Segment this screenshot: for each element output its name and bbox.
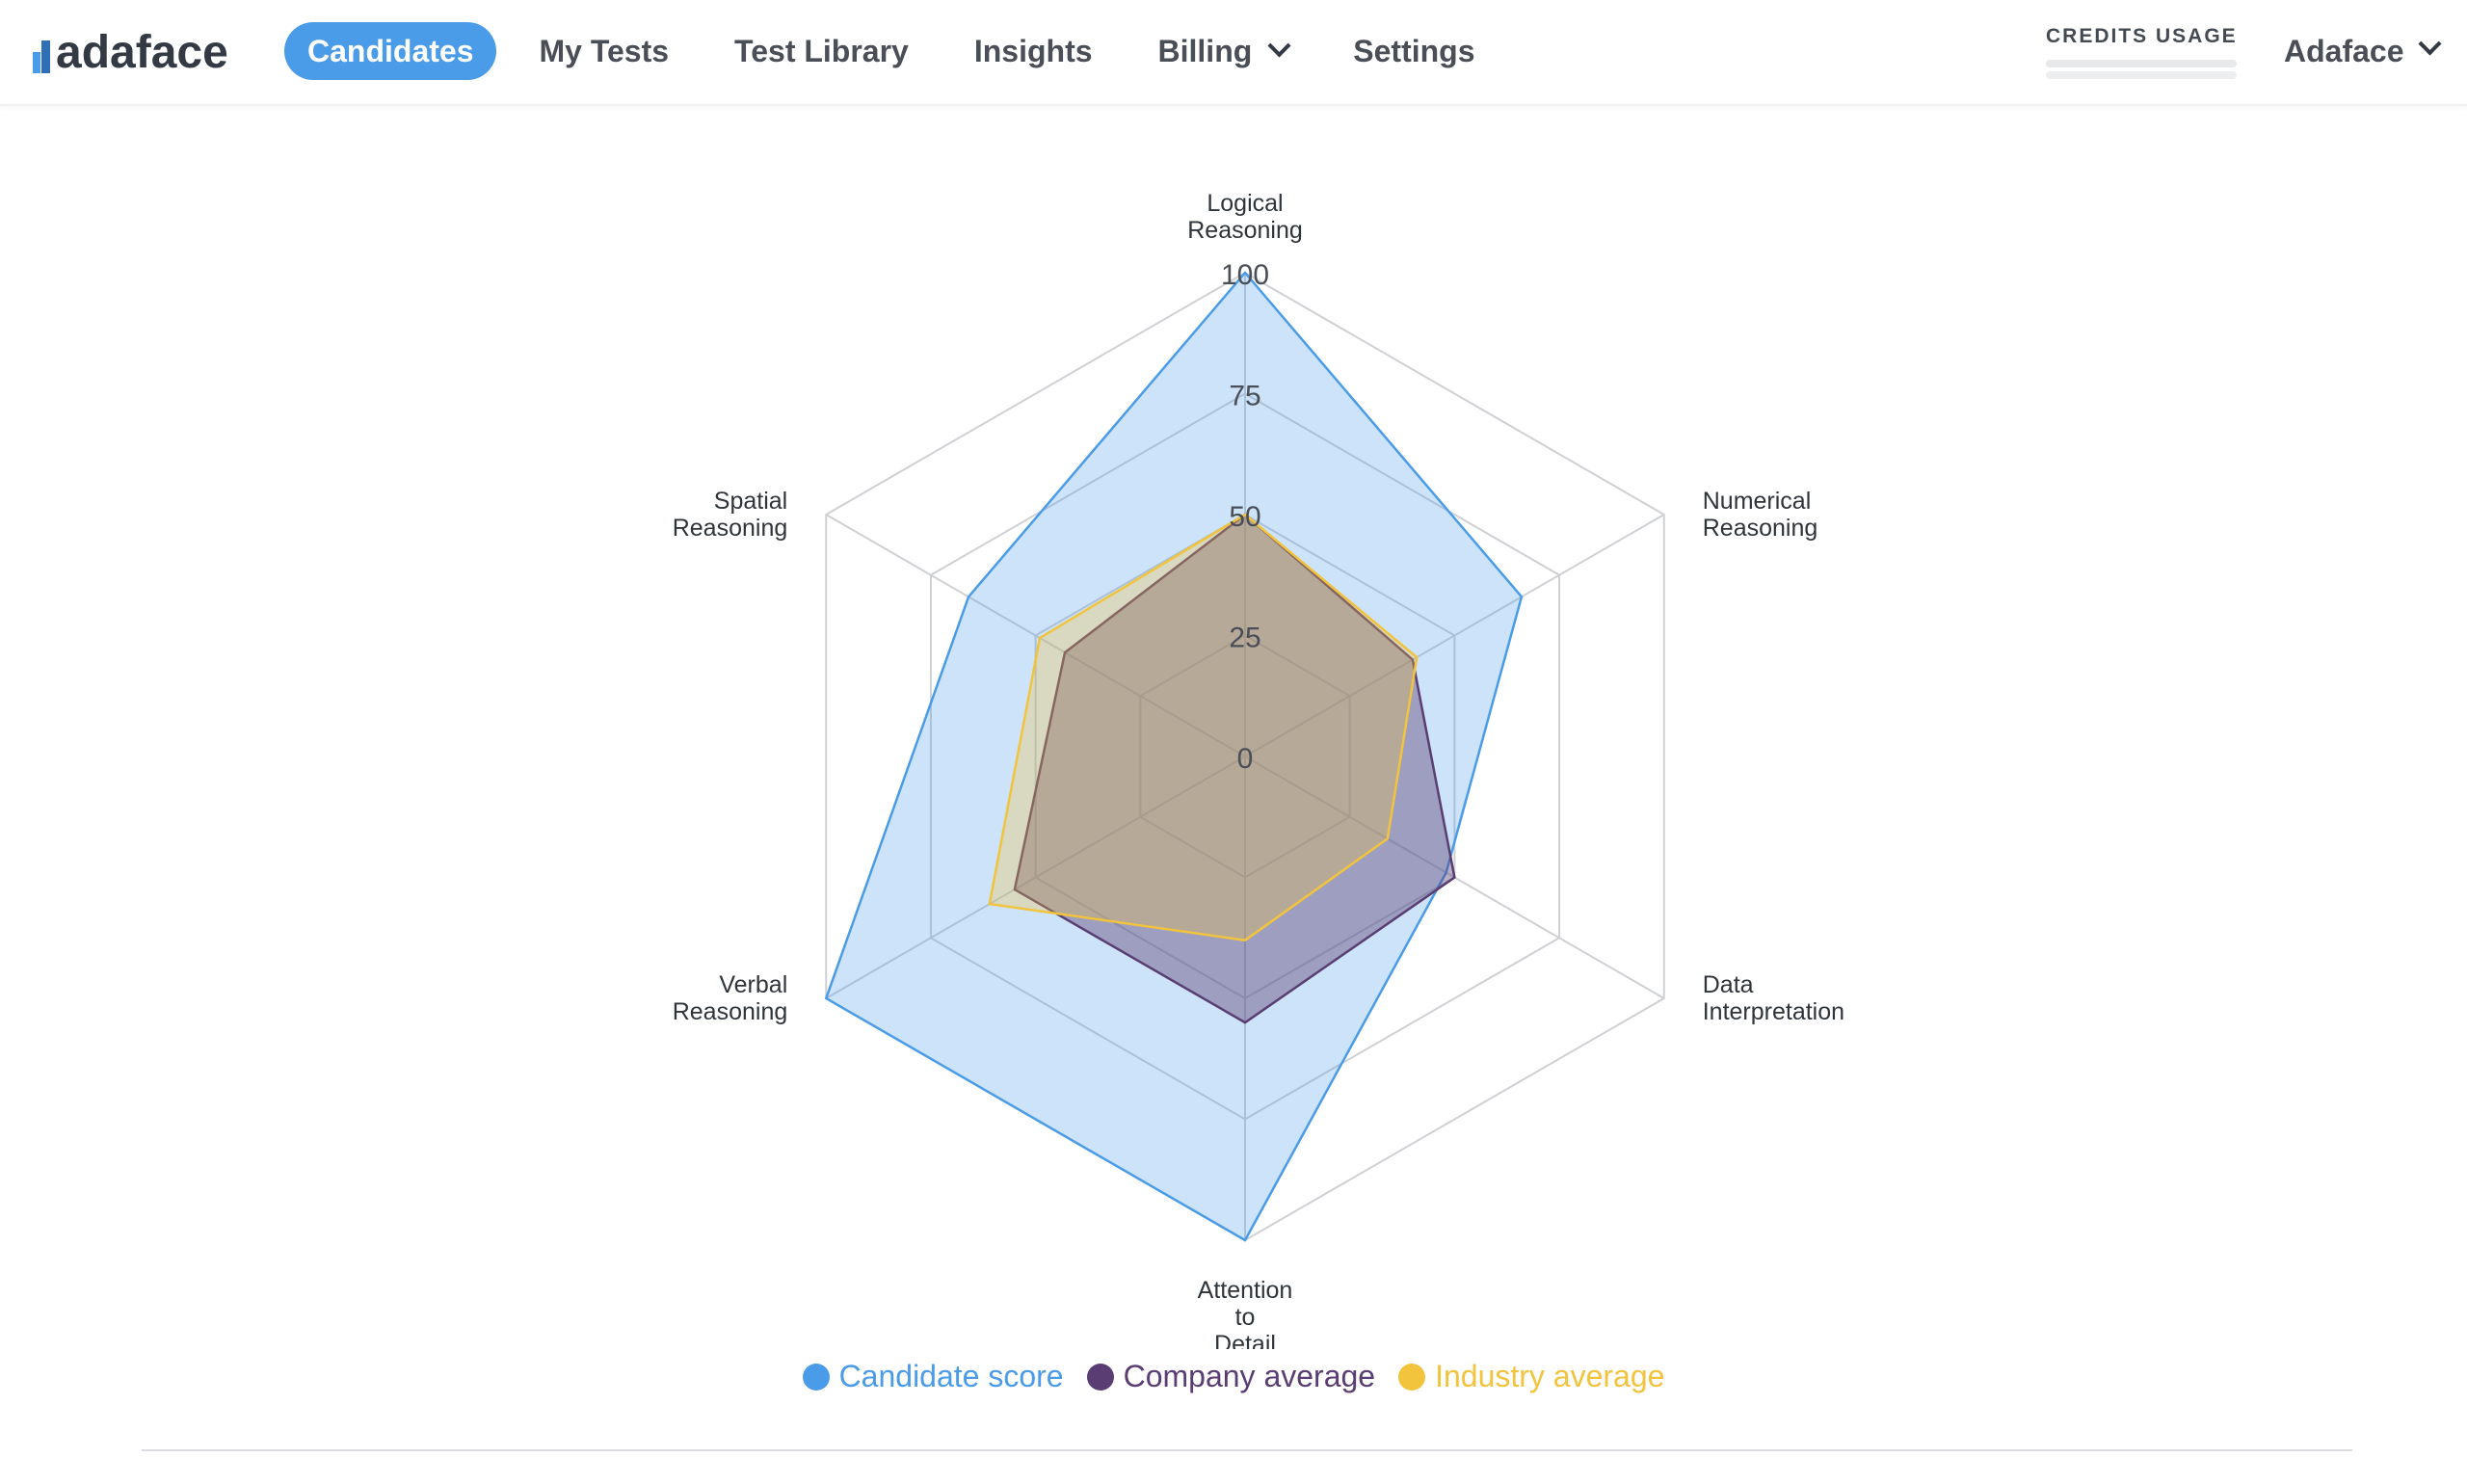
radar-spoke	[825, 514, 1246, 757]
legend-dot-icon	[802, 1363, 830, 1391]
radar-spoke	[825, 755, 1246, 999]
skills-radar-chart: 0 25 50 75 100 Logical Reasoning Numerical Reaso…	[0, 106, 2467, 1445]
legend-industry-average[interactable]: Industry average	[1398, 1359, 1664, 1394]
chart-legend: Candidate score Company average Industry…	[0, 1359, 2467, 1394]
radar-axis-label: Verbal Reasoning	[673, 971, 788, 1025]
nav-test-library-label: Test Library	[734, 34, 909, 68]
radar-series-industry-average	[988, 513, 1419, 942]
nav-candidates[interactable]: Candidates	[284, 22, 497, 80]
radar-axis-label: Logical Reasoning	[1187, 190, 1303, 244]
chevron-down-icon	[2417, 31, 2442, 56]
legend-dot-icon	[1086, 1363, 1114, 1391]
radar-tick-label: 0	[1237, 743, 1254, 775]
legend-candidate-score-label: Candidate score	[838, 1359, 1064, 1393]
radar-axis-label: Spatial Reasoning	[673, 488, 788, 542]
credits-usage[interactable]: CREDITS USAGE	[2046, 25, 2239, 79]
radar-axis-label: Attention to Detail	[1198, 1277, 1293, 1349]
radar-axis-label: Data Interpretation	[1703, 971, 1844, 1025]
account-menu[interactable]: Adaface	[2284, 22, 2442, 80]
radar-tick-label: 75	[1229, 381, 1260, 412]
main-nav: Candidates My Tests Test Library Insight…	[284, 22, 1518, 80]
legend-candidate-score[interactable]: Candidate score	[802, 1359, 1064, 1394]
nav-my-tests-label: My Tests	[539, 34, 670, 68]
nav-billing-label: Billing	[1157, 34, 1253, 68]
credits-usage-label: CREDITS USAGE	[2046, 25, 2238, 47]
radar-spoke	[1244, 514, 1665, 757]
nav-billing[interactable]: Billing	[1135, 22, 1312, 80]
nav-settings[interactable]: Settings	[1330, 22, 1498, 80]
nav-test-library[interactable]: Test Library	[711, 22, 932, 80]
radar-svg: 0 25 50 75 100 Logical Reasoning Numerical Reaso…	[673, 190, 1844, 1349]
radar-tick-label: 25	[1229, 623, 1260, 654]
account-name: Adaface	[2284, 33, 2404, 68]
nav-settings-label: Settings	[1353, 34, 1475, 68]
credits-usage-bar-secondary	[2046, 71, 2237, 79]
radar-tick-label: 50	[1229, 501, 1260, 533]
radar-series-company-average	[1013, 513, 1456, 1024]
radar-series-candidate-score	[824, 271, 1524, 1242]
legend-dot-icon	[1398, 1363, 1426, 1391]
radar-axis-label: Numerical Reasoning	[1703, 488, 1818, 542]
legend-company-average-label: Company average	[1123, 1359, 1376, 1393]
radar-tick-label: 100	[1221, 259, 1269, 291]
nav-candidates-label: Candidates	[307, 34, 474, 68]
adaface-logo[interactable]: adaface	[33, 23, 228, 81]
legend-company-average[interactable]: Company average	[1086, 1359, 1376, 1394]
credits-usage-bar	[2046, 60, 2237, 67]
nav-insights[interactable]: Insights	[951, 22, 1116, 80]
chevron-down-icon	[1267, 34, 1291, 58]
logo-mark-icon	[33, 40, 52, 73]
nav-my-tests[interactable]: My Tests	[516, 22, 692, 80]
logo-text: adaface	[56, 26, 228, 78]
top-navbar: adaface Candidates My Tests Test Library…	[0, 0, 2467, 106]
section-divider	[142, 1449, 2352, 1451]
legend-industry-average-label: Industry average	[1435, 1359, 1665, 1393]
nav-insights-label: Insights	[973, 34, 1093, 68]
